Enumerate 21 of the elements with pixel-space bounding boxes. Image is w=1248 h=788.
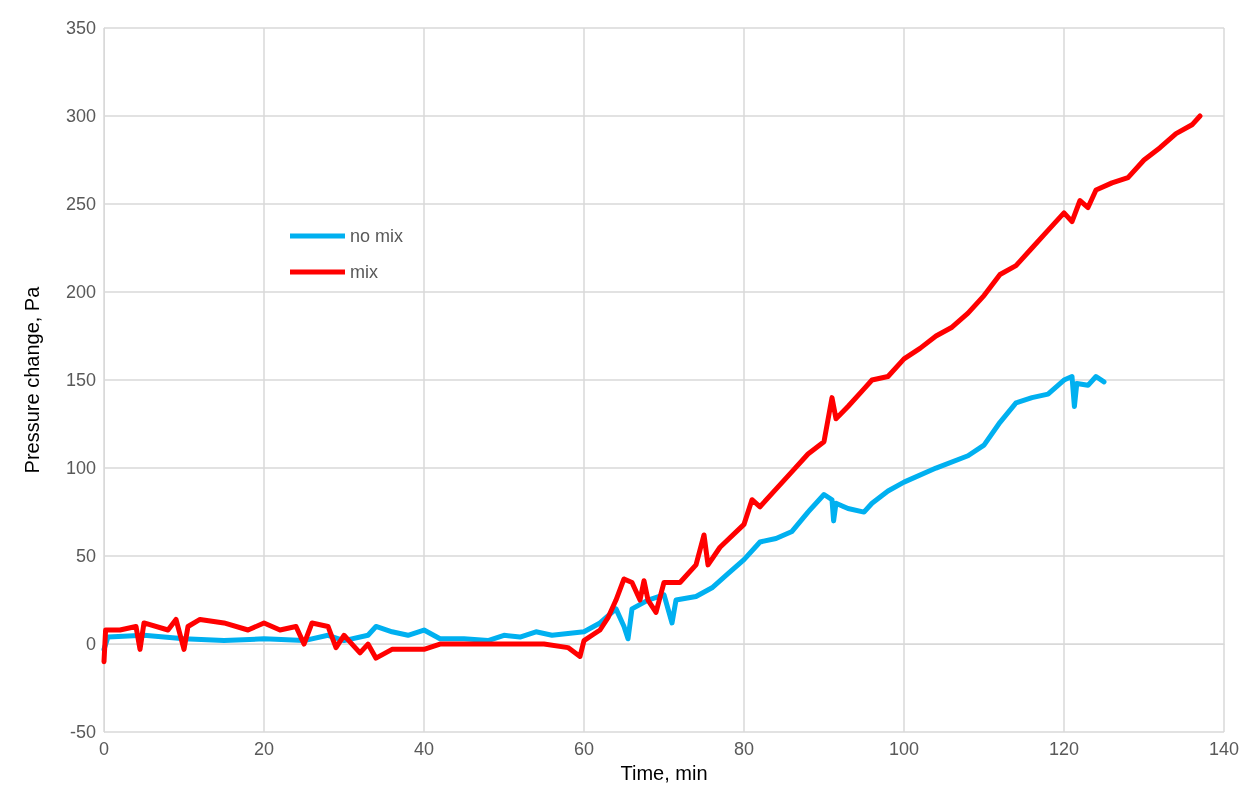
- x-tick-label: 40: [413, 739, 435, 760]
- legend-label: mix: [350, 262, 378, 282]
- y-axis-title: Pressure change, Pa: [21, 285, 43, 474]
- x-tick-label: 60: [573, 739, 595, 760]
- y-tick-label: 50: [75, 546, 96, 567]
- y-tick-label: 200: [65, 282, 96, 303]
- y-tick-label: -50: [69, 722, 96, 743]
- y-tick-label: 300: [65, 106, 96, 127]
- x-tick-label: 120: [1048, 739, 1080, 760]
- y-tick-label: 0: [85, 634, 96, 655]
- legend-label: no mix: [350, 226, 404, 246]
- x-axis-title: Time, min: [620, 762, 708, 784]
- x-tick-label: 0: [98, 739, 110, 760]
- x-tick-label: 80: [733, 739, 755, 760]
- y-tick-label: 150: [65, 370, 96, 391]
- x-tick-label: 100: [888, 739, 920, 760]
- x-tick-label: 140: [1208, 739, 1240, 760]
- y-tick-label: 250: [65, 194, 96, 215]
- y-tick-label: 350: [65, 18, 96, 38]
- y-tick-label: 100: [65, 458, 96, 479]
- x-tick-label: 20: [253, 739, 275, 760]
